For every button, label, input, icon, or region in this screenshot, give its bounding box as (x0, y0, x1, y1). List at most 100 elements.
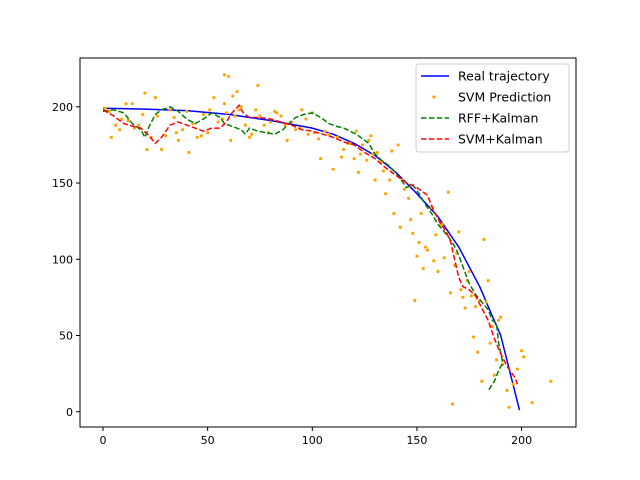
data-point (473, 304, 478, 309)
data-point (398, 225, 402, 229)
data-point (381, 169, 386, 173)
data-point (107, 109, 111, 113)
data-point (402, 187, 406, 191)
x-tick-label: 200 (511, 434, 532, 447)
data-point (124, 102, 128, 106)
data-point (120, 117, 124, 121)
legend-box (415, 63, 570, 153)
data-point (396, 143, 400, 147)
data-point (457, 230, 461, 234)
data-point (519, 349, 524, 353)
data-point (109, 135, 113, 139)
data-point (172, 115, 176, 120)
legend-label: Real trajectory (458, 69, 550, 84)
data-point (392, 211, 396, 216)
data-point (373, 178, 377, 182)
data-point (415, 254, 419, 258)
data-point (360, 143, 365, 147)
series-rff-kalman (102, 105, 504, 393)
data-point (153, 96, 157, 100)
data-point (199, 134, 203, 138)
data-point (185, 109, 189, 113)
data-point (409, 218, 413, 222)
data-point (488, 341, 492, 345)
data-point (432, 259, 436, 263)
data-point (216, 120, 220, 124)
data-point (482, 237, 486, 242)
data-point (118, 128, 122, 132)
data-point (421, 266, 425, 271)
data-point (304, 117, 308, 121)
data-point (448, 291, 453, 295)
data-point (450, 402, 455, 406)
data-point (490, 324, 494, 328)
data-point (201, 112, 206, 117)
legend-item-real-trajectory: Real trajectory (421, 69, 550, 84)
data-point (187, 150, 191, 155)
data-point (367, 138, 371, 142)
y-tick-label: 100 (52, 253, 73, 266)
data-point (383, 192, 388, 196)
data-point (208, 108, 212, 112)
data-point (235, 89, 239, 94)
series-line (102, 107, 521, 411)
x-tick-label: 0 (100, 434, 107, 447)
plot-area (102, 73, 553, 411)
series-svm-kalman (102, 104, 519, 385)
legend-label: SVM Prediction (458, 90, 551, 105)
data-point (369, 134, 373, 138)
data-point (130, 102, 134, 106)
data-point (507, 405, 511, 409)
data-point (549, 379, 553, 383)
data-point (417, 240, 421, 245)
data-point (530, 401, 534, 405)
data-point (471, 335, 476, 339)
legend-label: RFF+Kalman (458, 111, 538, 126)
data-point (239, 105, 243, 109)
data-point (331, 167, 335, 171)
data-point (492, 373, 496, 377)
x-tick-label: 100 (302, 434, 323, 447)
data-point (505, 388, 509, 393)
data-point (484, 300, 488, 304)
data-point (143, 91, 147, 95)
data-point (348, 141, 352, 145)
data-point (316, 137, 321, 141)
data-point (256, 83, 260, 88)
data-point (496, 318, 501, 322)
data-point (145, 147, 149, 152)
data-point (180, 128, 185, 132)
legend-item-rff-kalman: RFF+Kalman (421, 111, 538, 126)
data-point (231, 94, 235, 98)
data-point (279, 114, 283, 118)
data-point (469, 294, 473, 298)
data-point (226, 74, 231, 78)
data-point (206, 131, 210, 135)
data-point (411, 231, 415, 235)
data-point (499, 315, 503, 319)
data-point (262, 123, 266, 127)
data-point (375, 150, 379, 155)
data-point (319, 157, 323, 161)
data-point (126, 118, 130, 123)
data-point (434, 233, 438, 237)
data-point (254, 108, 258, 112)
data-point (327, 132, 331, 136)
data-point (358, 152, 363, 156)
legend-item-svm-prediction: SVM Prediction (432, 90, 551, 105)
y-tick-label: 50 (59, 330, 73, 343)
data-point (164, 134, 168, 138)
data-point (285, 138, 289, 142)
data-point (406, 196, 411, 200)
data-point (250, 132, 254, 136)
data-point (425, 248, 430, 252)
x-tick-label: 150 (406, 434, 427, 447)
data-point (306, 132, 310, 136)
legend-marker (432, 95, 436, 99)
data-point (476, 350, 480, 354)
data-point (268, 120, 273, 124)
y-tick-label: 150 (52, 177, 73, 190)
axis-ticks: 0 50 100 150 200 0 50 100 150 200 (52, 101, 532, 447)
data-point (423, 245, 427, 249)
data-point (446, 190, 450, 194)
